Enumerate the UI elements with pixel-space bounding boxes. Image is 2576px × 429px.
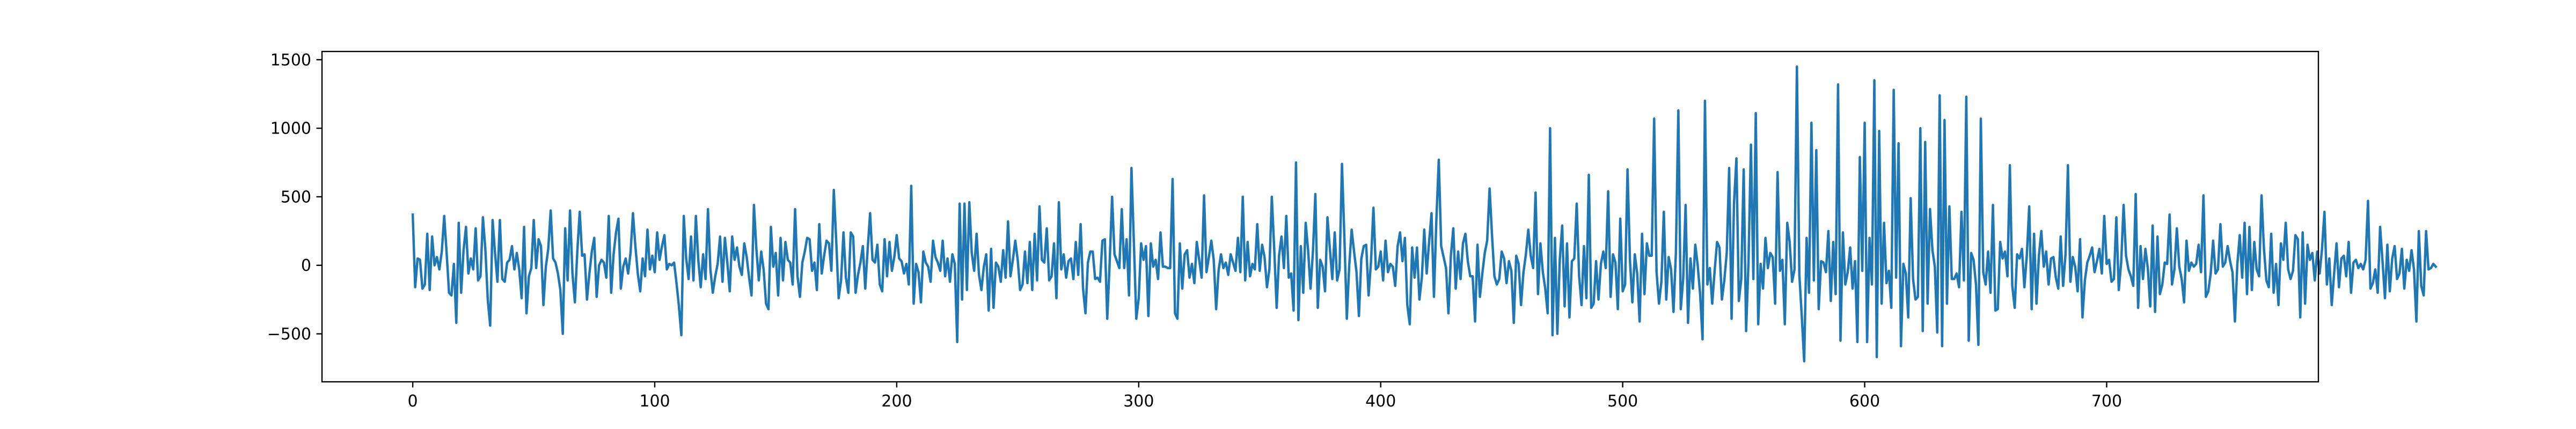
x-tick-label: 600 <box>1849 392 1880 411</box>
axis-ticks: 0 100 200 300 400 500 600 700 −500 0 500 1000 1500 <box>267 51 2122 411</box>
x-tick-label: 0 <box>408 392 418 411</box>
y-tick-label: 1000 <box>270 120 311 138</box>
x-tick-label: 300 <box>1123 392 1154 411</box>
plot-area <box>411 65 2438 363</box>
y-tick-label: 0 <box>301 256 311 275</box>
y-tick-label: 500 <box>281 188 311 206</box>
x-tick-label: 700 <box>2091 392 2122 411</box>
x-tick-label: 500 <box>1607 392 1638 411</box>
y-tick-label: 1500 <box>270 51 311 70</box>
series-line-0 <box>411 65 2438 363</box>
axes-frame <box>321 50 2319 383</box>
y-tick-label: −500 <box>267 325 311 344</box>
x-tick-label: 100 <box>639 392 670 411</box>
x-tick-label: 400 <box>1365 392 1396 411</box>
x-tick-label: 200 <box>881 392 912 411</box>
